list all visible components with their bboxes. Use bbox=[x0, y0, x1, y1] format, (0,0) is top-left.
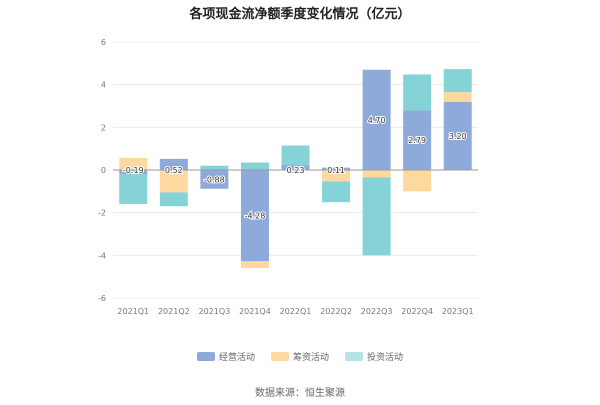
legend: 经营活动 筹资活动 投资活动 bbox=[0, 350, 600, 363]
bar-2022Q3-经营活动 bbox=[362, 69, 391, 170]
bar-2022Q3-筹资活动 bbox=[362, 170, 391, 178]
bar-2022Q2-经营活动 bbox=[322, 167, 351, 170]
data-label: 4.70 bbox=[368, 116, 386, 125]
x-tick-label: 2021Q3 bbox=[199, 307, 231, 316]
data-label: -4.28 bbox=[245, 212, 266, 221]
bar-2021Q2-筹资活动 bbox=[159, 170, 188, 193]
bar-2021Q4-筹资活动 bbox=[240, 261, 269, 269]
bar-2021Q2-经营活动 bbox=[159, 158, 188, 170]
bar-2022Q2-投资活动 bbox=[322, 181, 351, 203]
y-tick-label: 2 bbox=[101, 123, 106, 132]
bar-2022Q4-筹资活动 bbox=[403, 170, 432, 192]
bar-2021Q3-投资活动 bbox=[200, 165, 229, 170]
legend-swatch bbox=[270, 352, 289, 361]
legend-item-financing[interactable]: 筹资活动 bbox=[270, 350, 329, 363]
data-label: 0.11 bbox=[327, 166, 345, 175]
bar-2022Q3-投资活动 bbox=[362, 177, 391, 256]
data-label: 0.23 bbox=[287, 166, 305, 175]
bar-2022Q4-投资活动 bbox=[403, 74, 432, 111]
bar-2022Q4-经营活动 bbox=[403, 110, 432, 170]
bar-2023Q1-经营活动 bbox=[443, 101, 472, 170]
y-tick-label: -4 bbox=[98, 251, 106, 260]
legend-swatch bbox=[345, 352, 363, 361]
x-tick-label: 2022Q4 bbox=[401, 307, 433, 316]
stacked-bar-chart: -6 -4 -2 0 2 4 6 2021Q1 2021Q2 2021Q3 2021Q4 2022Q1… bbox=[98, 38, 478, 316]
legend-swatch bbox=[196, 352, 215, 361]
x-tick-label: 2021Q4 bbox=[239, 307, 271, 316]
data-label: 3.20 bbox=[449, 132, 467, 141]
bar-2021Q2-投资活动 bbox=[159, 192, 188, 207]
legend-label: 筹资活动 bbox=[292, 353, 329, 363]
data-source: 数据来源：恒生聚源 bbox=[255, 388, 345, 399]
y-tick-label: -6 bbox=[98, 294, 106, 303]
x-tick-label: 2022Q3 bbox=[361, 307, 393, 316]
y-tick-label: -2 bbox=[98, 209, 106, 218]
legend-label: 经营活动 bbox=[218, 353, 255, 363]
x-tick-label: 2021Q1 bbox=[117, 307, 149, 316]
bar-2022Q2-筹资活动 bbox=[322, 170, 351, 182]
bar-2023Q1-筹资活动 bbox=[443, 92, 472, 102]
bar-2023Q1-投资活动 bbox=[443, 69, 472, 93]
y-tick-label: 0 bbox=[101, 166, 106, 175]
bar-2021Q1-投资活动 bbox=[119, 174, 148, 204]
data-label: 2.79 bbox=[408, 136, 426, 145]
legend-item-investing[interactable]: 投资活动 bbox=[345, 350, 403, 363]
x-tick-label: 2023Q1 bbox=[442, 307, 474, 316]
chart-title: 各项现金流净额季度变化情况（亿元） bbox=[189, 7, 411, 22]
bar-2022Q1-经营活动 bbox=[281, 165, 310, 170]
bar-2021Q4-投资活动 bbox=[240, 162, 269, 170]
x-tick-label: 2022Q1 bbox=[280, 307, 312, 316]
bar-2022Q1-投资活动 bbox=[281, 145, 310, 166]
bar-2021Q3-经营活动 bbox=[200, 170, 229, 189]
x-tick-label: 2021Q2 bbox=[158, 307, 190, 316]
data-label: -0.19 bbox=[123, 166, 144, 175]
bar-2021Q1-经营活动 bbox=[119, 170, 148, 175]
y-tick-label: 4 bbox=[101, 81, 106, 90]
bar-2021Q4-经营活动 bbox=[240, 170, 269, 262]
x-tick-label: 2022Q2 bbox=[320, 307, 352, 316]
bar-2021Q1-筹资活动 bbox=[119, 157, 148, 170]
y-tick-label: 6 bbox=[101, 38, 106, 47]
legend-label: 投资活动 bbox=[367, 353, 404, 363]
legend-item-operating[interactable]: 经营活动 bbox=[196, 350, 255, 363]
data-label: 0.52 bbox=[165, 166, 183, 175]
data-label: -0.88 bbox=[204, 175, 225, 184]
